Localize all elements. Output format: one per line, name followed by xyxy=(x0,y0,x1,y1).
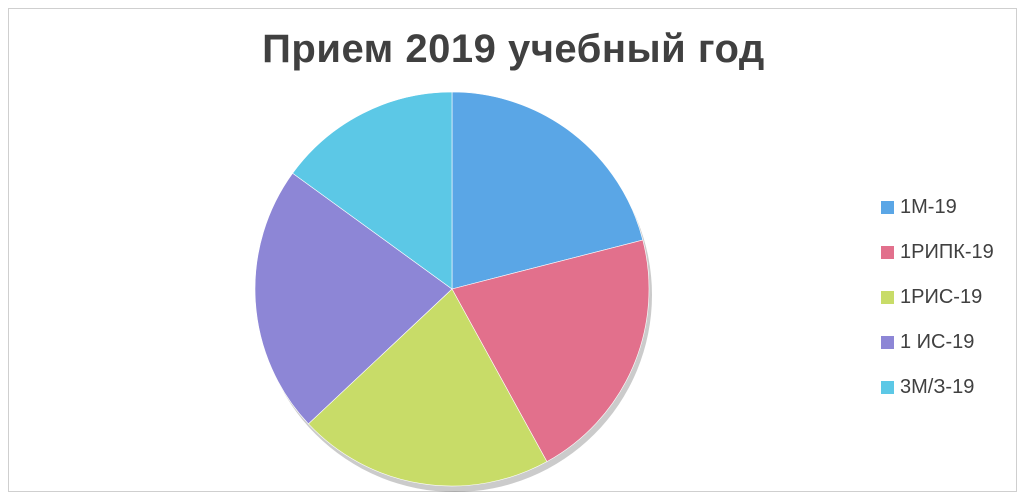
legend-label: 1М-19 xyxy=(900,195,957,218)
pie-chart xyxy=(254,91,652,492)
pie-slice-1[interactable] xyxy=(451,91,644,290)
pie-slice-3[interactable] xyxy=(307,288,548,487)
legend-swatch-5 xyxy=(881,380,894,394)
legend-label: 1 ИС-19 xyxy=(900,330,975,353)
legend-swatch-1 xyxy=(881,200,894,214)
pie-slice-2[interactable] xyxy=(451,239,650,463)
legend-item-5[interactable]: 3М/З-19 xyxy=(881,375,1011,399)
legend-swatch-4 xyxy=(881,335,894,349)
legend-item-1[interactable]: 1М-19 xyxy=(881,195,1011,219)
legend-item-3[interactable]: 1РИС-19 xyxy=(881,285,1011,309)
legend-swatch-3 xyxy=(881,290,894,304)
pie-slice-5[interactable] xyxy=(292,91,453,290)
chart-frame: Прием 2019 учебный год 1М-19 1РИПК-19 1РИС… xyxy=(8,8,1017,492)
chart-legend: 1М-19 1РИПК-19 1РИС-19 1 ИС-19 3М/З-19 xyxy=(881,195,1011,420)
legend-item-4[interactable]: 1 ИС-19 xyxy=(881,330,1011,354)
legend-item-2[interactable]: 1РИПК-19 xyxy=(881,240,1011,264)
legend-swatch-2 xyxy=(881,245,894,259)
legend-label: 1РИС-19 xyxy=(900,285,983,308)
pie-slice-4[interactable] xyxy=(254,172,453,425)
chart-title: Прием 2019 учебный год xyxy=(262,27,765,71)
legend-label: 1РИПК-19 xyxy=(900,240,994,263)
legend-label: 3М/З-19 xyxy=(900,375,975,398)
